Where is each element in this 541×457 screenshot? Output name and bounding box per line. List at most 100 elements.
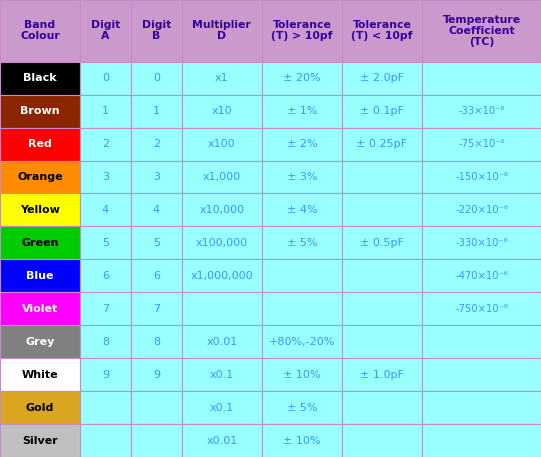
Bar bbox=[422, 95, 541, 128]
Text: -750×10⁻⁶: -750×10⁻⁶ bbox=[455, 304, 508, 314]
Text: 1: 1 bbox=[153, 106, 160, 116]
Text: -220×10⁻⁶: -220×10⁻⁶ bbox=[455, 205, 508, 215]
Text: Red: Red bbox=[28, 139, 52, 149]
Bar bbox=[182, 62, 262, 95]
Bar bbox=[262, 325, 342, 358]
Text: x0.1: x0.1 bbox=[210, 403, 234, 413]
Text: x0.1: x0.1 bbox=[210, 370, 234, 380]
Bar bbox=[182, 260, 262, 292]
Text: ± 10%: ± 10% bbox=[283, 436, 321, 446]
Bar bbox=[0, 160, 80, 193]
Text: ± 4%: ± 4% bbox=[287, 205, 317, 215]
Bar bbox=[0, 62, 80, 95]
Bar bbox=[182, 424, 262, 457]
Text: Temperature
Coefficient
(TC): Temperature Coefficient (TC) bbox=[443, 15, 520, 47]
Bar bbox=[342, 160, 422, 193]
Bar bbox=[0, 226, 80, 260]
Bar bbox=[80, 128, 131, 160]
Text: 0: 0 bbox=[153, 73, 160, 83]
Text: 3: 3 bbox=[102, 172, 109, 182]
Bar bbox=[262, 193, 342, 226]
Text: 4: 4 bbox=[153, 205, 160, 215]
Bar bbox=[0, 391, 80, 424]
Text: -470×10⁻⁶: -470×10⁻⁶ bbox=[455, 271, 508, 281]
Bar bbox=[422, 128, 541, 160]
Text: Orange: Orange bbox=[17, 172, 63, 182]
Bar bbox=[131, 0, 182, 62]
Bar bbox=[80, 160, 131, 193]
Text: 5: 5 bbox=[153, 238, 160, 248]
Text: x1,000,000: x1,000,000 bbox=[190, 271, 253, 281]
Text: x10: x10 bbox=[212, 106, 232, 116]
Text: 5: 5 bbox=[102, 238, 109, 248]
Bar bbox=[131, 292, 182, 325]
Bar bbox=[342, 391, 422, 424]
Text: x1: x1 bbox=[215, 73, 229, 83]
Bar bbox=[131, 260, 182, 292]
Text: ± 0.1pF: ± 0.1pF bbox=[360, 106, 404, 116]
Text: 6: 6 bbox=[102, 271, 109, 281]
Bar bbox=[422, 358, 541, 391]
Bar bbox=[342, 424, 422, 457]
Text: 3: 3 bbox=[153, 172, 160, 182]
Bar bbox=[422, 292, 541, 325]
Text: -75×10⁻⁶: -75×10⁻⁶ bbox=[458, 139, 505, 149]
Text: x100,000: x100,000 bbox=[196, 238, 248, 248]
Bar bbox=[80, 62, 131, 95]
Text: -33×10⁻⁶: -33×10⁻⁶ bbox=[458, 106, 505, 116]
Bar bbox=[0, 292, 80, 325]
Bar bbox=[262, 260, 342, 292]
Bar bbox=[80, 391, 131, 424]
Bar bbox=[0, 0, 80, 62]
Bar bbox=[422, 226, 541, 260]
Bar bbox=[0, 325, 80, 358]
Bar bbox=[262, 292, 342, 325]
Bar bbox=[182, 0, 262, 62]
Bar bbox=[342, 260, 422, 292]
Bar bbox=[80, 325, 131, 358]
Text: 2: 2 bbox=[153, 139, 160, 149]
Text: Tolerance
(T) > 10pf: Tolerance (T) > 10pf bbox=[271, 20, 333, 42]
Text: Multiplier
D: Multiplier D bbox=[193, 20, 251, 42]
Text: Blue: Blue bbox=[27, 271, 54, 281]
Text: Green: Green bbox=[21, 238, 59, 248]
Bar bbox=[422, 325, 541, 358]
Text: +80%,-20%: +80%,-20% bbox=[269, 337, 335, 347]
Text: Silver: Silver bbox=[22, 436, 58, 446]
Bar bbox=[131, 95, 182, 128]
Bar bbox=[342, 95, 422, 128]
Bar bbox=[80, 358, 131, 391]
Bar bbox=[182, 226, 262, 260]
Bar bbox=[422, 193, 541, 226]
Bar bbox=[80, 424, 131, 457]
Text: -330×10⁻⁶: -330×10⁻⁶ bbox=[455, 238, 508, 248]
Bar bbox=[131, 193, 182, 226]
Text: Digit
A: Digit A bbox=[91, 20, 120, 42]
Bar bbox=[342, 325, 422, 358]
Bar bbox=[262, 226, 342, 260]
Text: ± 20%: ± 20% bbox=[283, 73, 321, 83]
Bar bbox=[182, 292, 262, 325]
Text: 6: 6 bbox=[153, 271, 160, 281]
Bar bbox=[131, 160, 182, 193]
Bar bbox=[262, 62, 342, 95]
Bar bbox=[182, 358, 262, 391]
Text: ± 1%: ± 1% bbox=[287, 106, 317, 116]
Text: ± 5%: ± 5% bbox=[287, 403, 317, 413]
Text: Black: Black bbox=[23, 73, 57, 83]
Text: Yellow: Yellow bbox=[20, 205, 60, 215]
Bar bbox=[342, 62, 422, 95]
Text: Digit
B: Digit B bbox=[142, 20, 171, 42]
Bar bbox=[262, 424, 342, 457]
Text: Band
Colour: Band Colour bbox=[20, 20, 60, 42]
Bar bbox=[422, 260, 541, 292]
Text: Violet: Violet bbox=[22, 304, 58, 314]
Text: x10,000: x10,000 bbox=[199, 205, 245, 215]
Bar bbox=[0, 260, 80, 292]
Text: 8: 8 bbox=[153, 337, 160, 347]
Bar bbox=[262, 160, 342, 193]
Bar bbox=[182, 95, 262, 128]
Text: 9: 9 bbox=[153, 370, 160, 380]
Bar bbox=[80, 95, 131, 128]
Text: 7: 7 bbox=[102, 304, 109, 314]
